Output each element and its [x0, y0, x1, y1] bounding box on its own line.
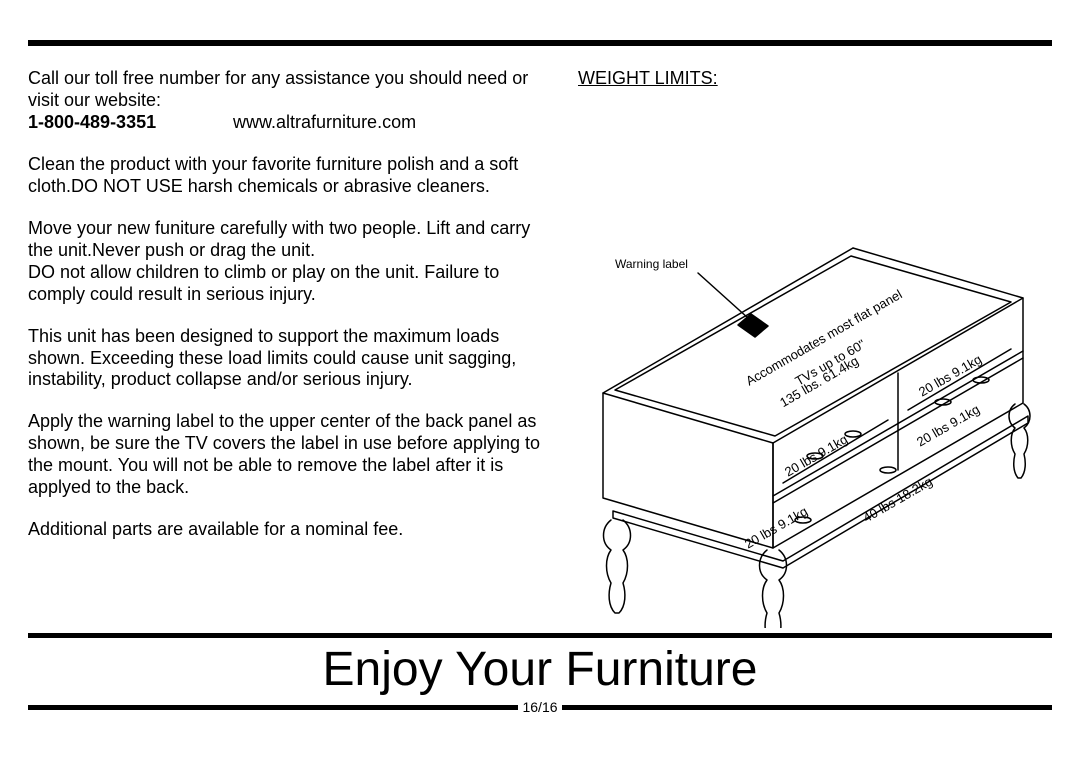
- footer-line-right: [562, 705, 1052, 710]
- intro-text: Call our toll free number for any assist…: [28, 68, 528, 110]
- right-column: WEIGHT LIMITS:: [578, 68, 1052, 623]
- weight-limits-heading: WEIGHT LIMITS:: [578, 68, 1052, 89]
- label-paragraph: Apply the warning label to the upper cen…: [28, 411, 558, 499]
- loads-paragraph: This unit has been designed to support t…: [28, 326, 558, 392]
- warning-label-text: Warning label: [615, 257, 688, 271]
- moving-paragraph: Move your new funiture carefully with tw…: [28, 218, 558, 306]
- left-column: Call our toll free number for any assist…: [28, 68, 558, 623]
- website-url: www.altrafurniture.com: [233, 112, 416, 132]
- parts-paragraph: Additional parts are available for a nom…: [28, 519, 558, 541]
- page-number: 16/16: [518, 699, 561, 715]
- horizontal-rule-top: [28, 40, 1052, 46]
- footer-bottom-bar: 16/16: [28, 699, 1052, 715]
- footer-line-left: [28, 705, 518, 710]
- furniture-diagram: Warning label Accommodates most flat pan…: [553, 158, 1053, 628]
- phone-number: 1-800-489-3351: [28, 112, 228, 134]
- footer-title: Enjoy Your Furniture: [28, 638, 1052, 699]
- intro-paragraph: Call our toll free number for any assist…: [28, 68, 558, 134]
- cleaning-paragraph: Clean the product with your favorite fur…: [28, 154, 558, 198]
- content-row: Call our toll free number for any assist…: [28, 68, 1052, 623]
